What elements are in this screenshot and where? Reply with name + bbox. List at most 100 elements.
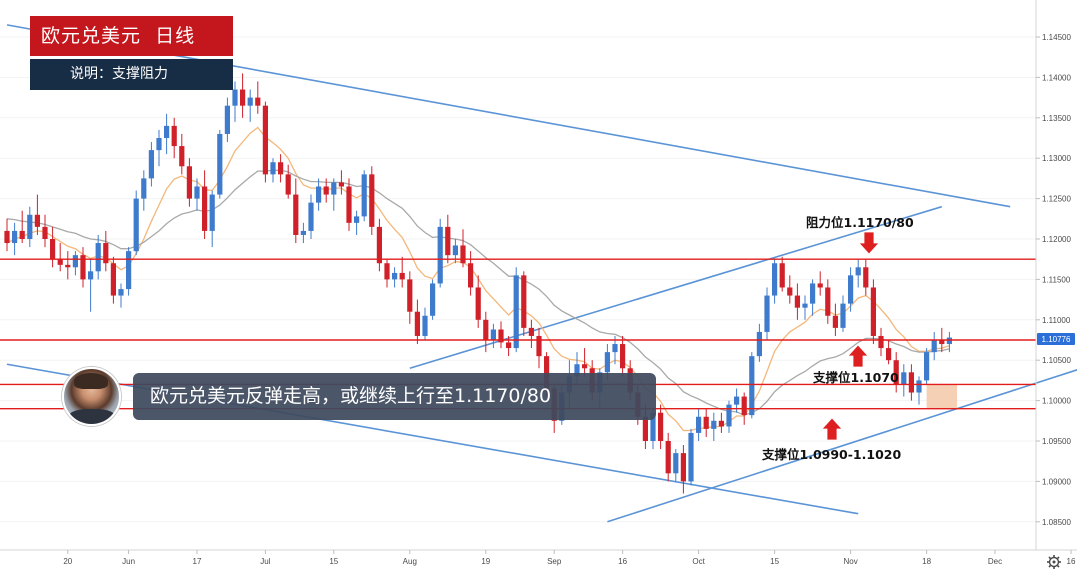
candle	[133, 190, 139, 256]
price-tick-label: 1.11000	[1042, 316, 1071, 325]
candle	[810, 279, 816, 316]
candle	[787, 275, 793, 304]
slow-moving-average	[6, 169, 950, 416]
candle	[42, 214, 48, 248]
candle-body	[870, 287, 876, 336]
candle	[194, 178, 200, 211]
candle-body	[779, 263, 785, 288]
support-zone-up-arrow-icon	[821, 417, 843, 441]
candle-body	[810, 283, 816, 304]
candle-body	[65, 264, 71, 268]
date-tick-label: Nov	[843, 557, 857, 566]
candle-body	[726, 404, 732, 427]
candle	[825, 279, 831, 324]
candle-body	[445, 226, 451, 256]
candle-body	[718, 420, 724, 427]
candle-body	[232, 89, 238, 106]
candle-body	[338, 182, 344, 187]
candle	[354, 210, 360, 235]
time-axis[interactable]: 20Jun17Jul15Aug19Sep16Oct15Nov18Dec16202…	[0, 549, 1077, 569]
candle	[582, 348, 588, 377]
date-tick-label: 19	[481, 557, 490, 566]
candle-body	[19, 230, 25, 239]
price-tick-label: 1.09000	[1042, 477, 1071, 486]
date-tick-label: Oct	[692, 557, 705, 566]
candle-body	[696, 416, 702, 433]
candle-body	[658, 412, 664, 441]
candle-body	[680, 453, 686, 482]
price-tick-label: 1.08500	[1042, 518, 1071, 527]
candle-body	[361, 174, 367, 217]
candle-body	[57, 259, 63, 265]
candle-body	[27, 214, 33, 239]
candle-body	[384, 263, 390, 280]
candle	[931, 331, 937, 361]
chart-subtitle: 说明：支撑阻力	[30, 59, 233, 90]
candle-body	[179, 146, 185, 167]
candle	[802, 295, 808, 320]
candle-body	[407, 279, 413, 312]
candle	[696, 408, 702, 441]
candle	[179, 133, 185, 175]
date-tick-label: 20	[63, 557, 72, 566]
candle-body	[452, 245, 458, 256]
price-tick-label: 1.09500	[1042, 437, 1071, 446]
candle	[855, 259, 861, 288]
candle-body	[186, 166, 192, 199]
candle	[665, 432, 671, 482]
candle-body	[483, 319, 489, 340]
candle	[886, 340, 892, 365]
candle	[680, 445, 686, 494]
candle-body	[468, 263, 474, 288]
last-price-label: 1.10776	[1042, 335, 1071, 344]
candle-body	[209, 194, 215, 231]
candle-body	[414, 311, 420, 336]
candle	[863, 259, 869, 296]
candle	[110, 256, 116, 304]
commentary-text: 欧元兑美元反弹走高，或继续上行至1.1170/80	[150, 385, 552, 407]
candle	[916, 376, 922, 405]
price-tick-label: 1.13500	[1042, 114, 1071, 123]
candle-body	[12, 230, 18, 244]
date-tick-label: 18	[922, 557, 931, 566]
candle	[658, 404, 664, 450]
candle-body	[262, 105, 268, 175]
candle-body	[878, 335, 884, 349]
candle	[513, 267, 519, 353]
candle	[293, 178, 299, 244]
candle-body	[787, 287, 793, 296]
date-tick-label: Jul	[260, 557, 270, 566]
support-zone-layer	[926, 384, 957, 409]
candle-body	[156, 138, 162, 151]
candle	[688, 428, 694, 486]
candle-body	[544, 356, 550, 389]
candle-body	[916, 380, 922, 393]
candle	[726, 400, 732, 433]
candle-body	[741, 396, 747, 416]
price-axis[interactable]: 1.14500 1.14000 1.13500 1.13000 1.12500 1.120…	[1035, 0, 1075, 550]
date-tick-label: Dec	[988, 557, 1002, 566]
candle-body	[528, 327, 534, 336]
candle	[255, 81, 261, 114]
candle	[202, 170, 208, 239]
candle	[224, 97, 230, 143]
support-label-0990-1020: 支撑位1.0990-1.1020	[761, 447, 901, 462]
candle-body	[34, 214, 40, 227]
candle-body	[110, 263, 116, 296]
date-tick-label: 15	[329, 557, 338, 566]
candle-body	[521, 275, 527, 328]
price-tick-label: 1.12000	[1042, 235, 1071, 244]
candle	[27, 206, 33, 248]
candle-body	[72, 255, 78, 268]
candle-body	[832, 315, 838, 328]
settings-gear-icon[interactable]	[1047, 555, 1061, 569]
candle	[483, 311, 489, 353]
candle	[848, 267, 854, 312]
candle-body	[369, 174, 375, 227]
candle	[338, 170, 344, 195]
candle	[232, 81, 238, 122]
commentary-banner: 欧元兑美元反弹走高，或继续上行至1.1170/80	[133, 373, 656, 420]
candle	[209, 190, 215, 248]
candle-body	[270, 162, 276, 175]
candle-body	[506, 342, 512, 349]
